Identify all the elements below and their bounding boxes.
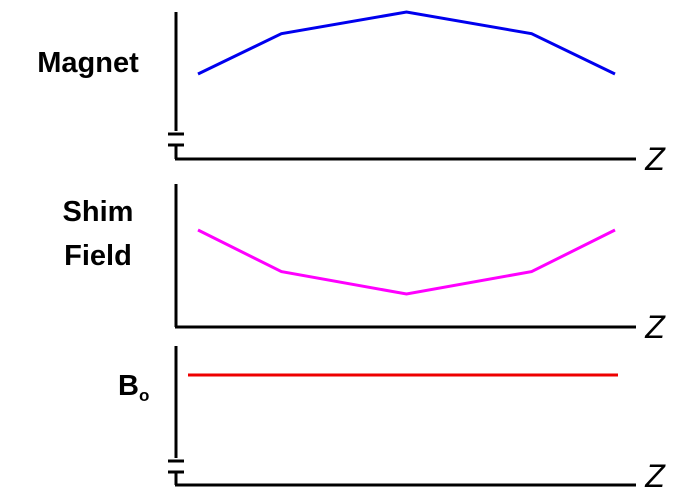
magnet-field-curve — [197, 10, 616, 76]
bo-label-main: B — [118, 370, 139, 402]
bo-axis-break — [168, 459, 184, 474]
magnet-panel: Magnet Z — [37, 10, 666, 177]
shim-label-line1: Shim — [63, 196, 134, 228]
magnet-z-axis-label: Z — [644, 141, 666, 177]
shim-z-axis-label: Z — [644, 309, 666, 345]
magnet-label: Magnet — [37, 47, 139, 79]
shim-label-line2: Field — [64, 240, 132, 272]
bo-panel: Bo Z — [118, 346, 666, 493]
shim-field-curve — [197, 228, 616, 296]
bo-z-axis-label: Z — [644, 458, 666, 493]
bo-label: Bo — [118, 370, 149, 405]
shim-panel: Shim Field Z — [63, 184, 666, 345]
magnet-axis-break — [168, 132, 184, 147]
bo-label-subscript: o — [139, 386, 149, 405]
